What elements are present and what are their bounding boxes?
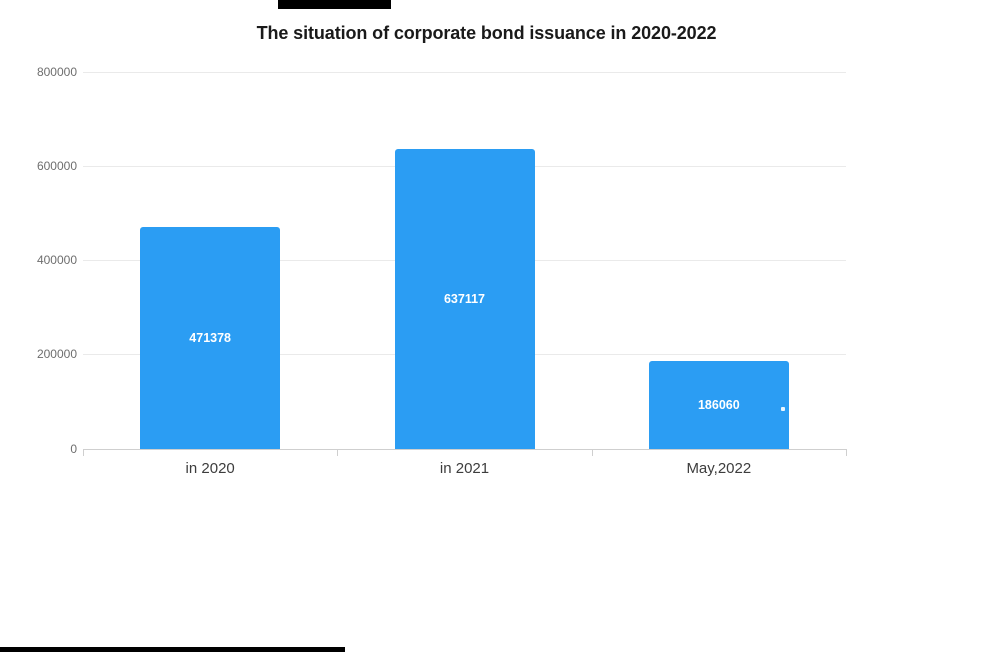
artifact-dot bbox=[781, 407, 785, 411]
bar[interactable] bbox=[140, 226, 281, 449]
bar-value-label: 186060 bbox=[697, 398, 740, 413]
x-axis-category-label: in 2020 bbox=[185, 460, 235, 477]
x-axis-category-label: in 2021 bbox=[439, 460, 490, 477]
bar-value-label: 471378 bbox=[189, 330, 232, 345]
bar[interactable] bbox=[648, 361, 789, 449]
y-axis-tick-label: 200000 bbox=[36, 347, 77, 362]
x-axis-category-label: May,2022 bbox=[686, 460, 752, 477]
chart-title: The situation of corporate bond issuance… bbox=[256, 23, 717, 43]
x-axis-tick bbox=[591, 450, 593, 456]
redaction-bar-top bbox=[278, 0, 391, 9]
x-axis-line bbox=[83, 449, 847, 450]
y-axis-tick-label: 600000 bbox=[36, 158, 77, 173]
y-axis-tick-label: 800000 bbox=[36, 64, 77, 79]
redaction-bar-bottom bbox=[0, 647, 345, 652]
bar[interactable] bbox=[394, 148, 535, 449]
x-axis-tick bbox=[83, 450, 84, 456]
x-axis-tick bbox=[846, 450, 847, 456]
bar-value-label: 637117 bbox=[443, 291, 486, 306]
x-axis-tick bbox=[337, 450, 339, 456]
y-gridline bbox=[83, 71, 846, 73]
y-axis-tick-label: 0 bbox=[70, 441, 77, 456]
y-axis-tick-label: 400000 bbox=[36, 253, 77, 267]
